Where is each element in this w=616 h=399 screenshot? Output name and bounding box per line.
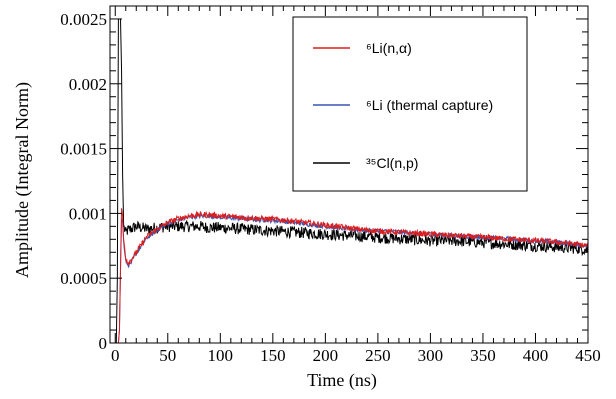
legend: ⁶Li(n,α) ⁶Li (thermal capture) ³⁵Cl(n,p)	[292, 16, 528, 192]
x-tick-label: 400	[523, 346, 549, 365]
x-tick-label: 350	[470, 346, 496, 365]
y-tick-label: 0.0015	[60, 140, 107, 159]
y-tick-label: 0.0005	[60, 269, 107, 288]
legend-label-cl-n-p: ³⁵Cl(n,p)	[366, 155, 418, 171]
y-axis-label: Amplitude (Integral Norm)	[12, 82, 33, 278]
x-tick-label: 0	[111, 346, 120, 365]
x-axis-label: Time (ns)	[307, 370, 377, 391]
series-line-2	[110, 18, 589, 344]
y-tick-label: 0	[99, 334, 108, 353]
series-layer	[110, 18, 589, 344]
ticks-layer: 0 50 100 150 200 250 300 350 400 450 0 0.0005 0.001 0…	[60, 6, 601, 365]
x-tick-label: 250	[365, 346, 391, 365]
legend-label-li-thermal: ⁶Li (thermal capture)	[366, 97, 493, 113]
x-tick-label: 50	[159, 346, 176, 365]
x-tick-label: 450	[575, 346, 601, 365]
x-tick-label: 100	[208, 346, 234, 365]
legend-label-li-n-alpha: ⁶Li(n,α)	[366, 40, 412, 56]
y-tick-label: 0.001	[69, 204, 107, 223]
x-tick-label: 300	[418, 346, 444, 365]
plot-frame	[109, 5, 589, 344]
x-tick-label: 200	[313, 346, 339, 365]
legend-box	[292, 16, 528, 192]
x-tick-label: 150	[260, 346, 286, 365]
y-tick-label: 0.002	[69, 75, 107, 94]
series-line-0	[110, 208, 589, 344]
y-tick-label: 0.0025	[60, 10, 107, 29]
